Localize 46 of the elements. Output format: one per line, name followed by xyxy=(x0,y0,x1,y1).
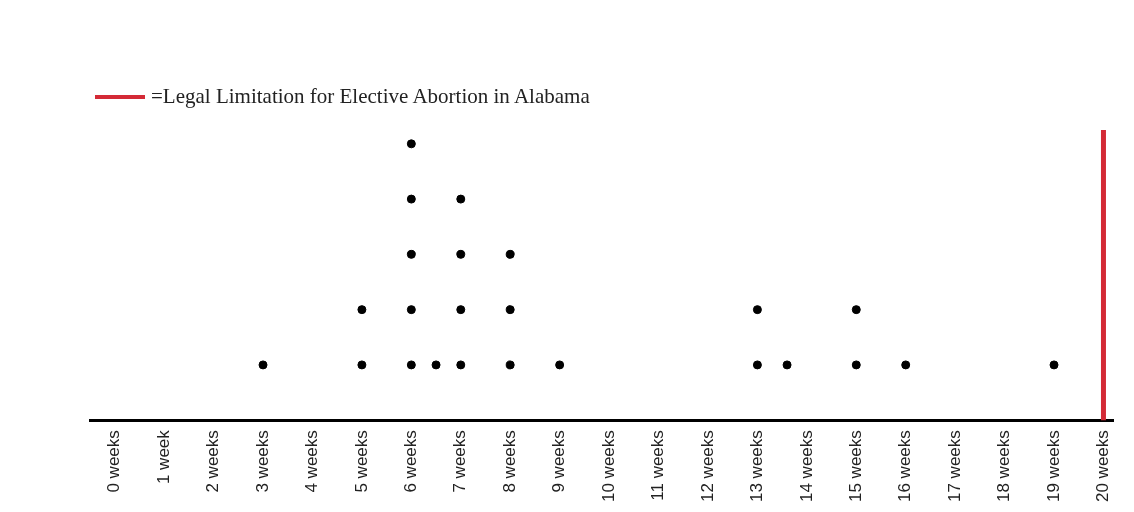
point xyxy=(505,305,515,315)
point xyxy=(406,360,416,370)
point xyxy=(406,139,416,149)
point xyxy=(505,249,515,259)
point xyxy=(555,360,565,370)
x-tick-label: 0 weeks xyxy=(104,430,124,493)
x-tick-label: 20 weeks xyxy=(1093,430,1113,503)
point xyxy=(406,194,416,204)
point xyxy=(505,360,515,370)
point xyxy=(851,305,861,315)
legend-label: =Legal Limitation for Elective Abortion in Alabama xyxy=(151,84,590,109)
point xyxy=(752,360,762,370)
point xyxy=(456,360,466,370)
x-tick-label: 8 weeks xyxy=(499,430,519,493)
x-tick-label: 4 weeks xyxy=(302,430,322,493)
x-tick-label: 2 weeks xyxy=(203,430,223,493)
x-tick-label: 9 weeks xyxy=(549,430,569,493)
x-tick-label: 1 week xyxy=(153,429,173,485)
x-tick-label: 12 weeks xyxy=(697,430,717,503)
point xyxy=(431,360,441,370)
point xyxy=(406,249,416,259)
point xyxy=(456,305,466,315)
point xyxy=(406,305,416,315)
x-tick-label: 6 weeks xyxy=(401,430,421,493)
x-tick-label: 19 weeks xyxy=(1043,430,1063,503)
x-tick-label: 10 weeks xyxy=(598,430,618,503)
point xyxy=(357,360,367,370)
point xyxy=(1049,360,1059,370)
x-tick-label: 11 weeks xyxy=(648,430,668,501)
x-tick-label: 16 weeks xyxy=(895,430,915,503)
x-tick-label: 7 weeks xyxy=(450,430,470,493)
point xyxy=(258,360,268,370)
x-tick-label: 17 weeks xyxy=(944,430,964,503)
point xyxy=(456,194,466,204)
x-tick-label: 3 weeks xyxy=(252,430,272,493)
point xyxy=(456,249,466,259)
x-tick-label: 5 weeks xyxy=(351,430,371,493)
point xyxy=(752,305,762,315)
x-tick-label: 13 weeks xyxy=(747,430,767,503)
point xyxy=(901,360,911,370)
point xyxy=(357,305,367,315)
point xyxy=(782,360,792,370)
x-tick-label: 15 weeks xyxy=(845,430,865,503)
x-tick-label: 14 weeks xyxy=(796,430,816,503)
point xyxy=(851,360,861,370)
x-tick-label: 18 weeks xyxy=(994,430,1014,503)
